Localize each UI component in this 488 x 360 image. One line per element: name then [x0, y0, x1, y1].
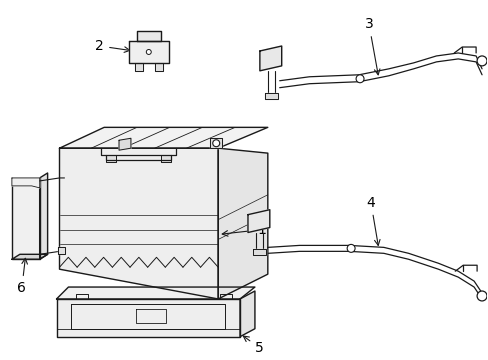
- Polygon shape: [60, 127, 267, 148]
- Polygon shape: [135, 63, 142, 71]
- Polygon shape: [154, 63, 163, 71]
- Circle shape: [146, 49, 151, 54]
- Polygon shape: [137, 31, 161, 41]
- Text: 5: 5: [243, 336, 263, 355]
- Polygon shape: [252, 249, 265, 255]
- Polygon shape: [161, 155, 170, 162]
- Circle shape: [212, 140, 219, 147]
- Circle shape: [476, 291, 486, 301]
- Polygon shape: [57, 299, 240, 337]
- Polygon shape: [12, 178, 40, 188]
- Text: 2: 2: [95, 39, 130, 53]
- Polygon shape: [60, 148, 218, 299]
- Polygon shape: [57, 287, 254, 299]
- Polygon shape: [218, 148, 267, 299]
- Text: 6: 6: [18, 258, 27, 295]
- Polygon shape: [58, 247, 65, 254]
- Text: 4: 4: [366, 196, 379, 246]
- Polygon shape: [12, 178, 40, 259]
- Polygon shape: [40, 173, 47, 259]
- Polygon shape: [264, 93, 277, 99]
- Polygon shape: [12, 254, 47, 259]
- Polygon shape: [210, 138, 222, 148]
- Circle shape: [346, 244, 354, 252]
- Text: 3: 3: [364, 17, 379, 75]
- Polygon shape: [106, 155, 116, 162]
- Circle shape: [355, 75, 363, 83]
- Polygon shape: [247, 210, 269, 233]
- Polygon shape: [259, 46, 281, 71]
- Polygon shape: [119, 138, 131, 150]
- Polygon shape: [129, 41, 168, 63]
- Polygon shape: [240, 291, 254, 337]
- Text: 1: 1: [222, 222, 266, 237]
- Circle shape: [476, 56, 486, 66]
